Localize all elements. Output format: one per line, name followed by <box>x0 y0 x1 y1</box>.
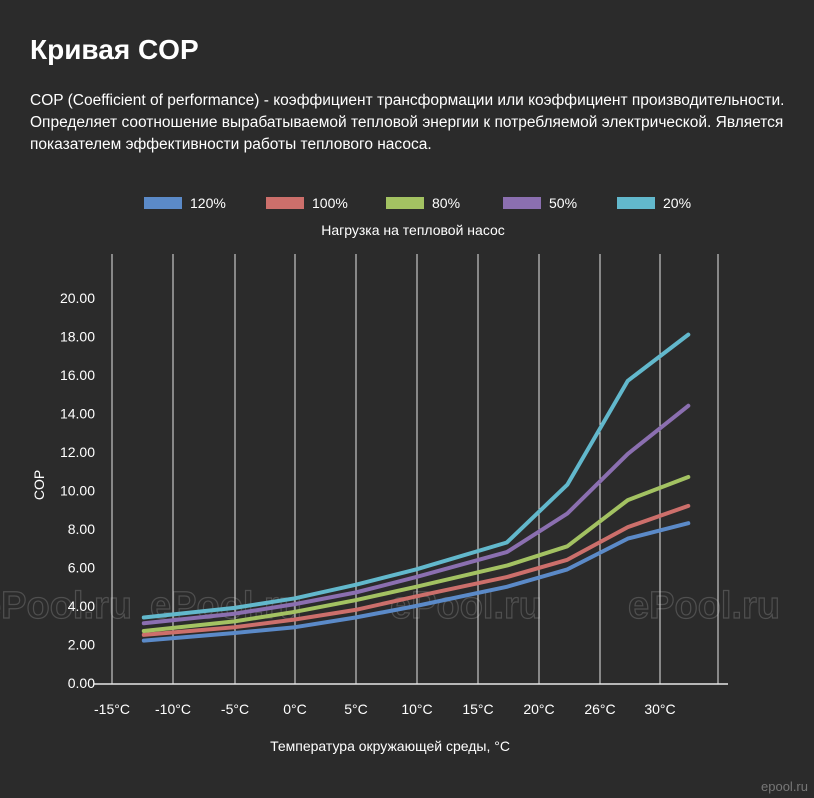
legend-item: 100% <box>266 195 348 211</box>
legend-swatch <box>503 197 541 209</box>
y-axis-title: COP <box>31 470 47 500</box>
legend-swatch <box>386 197 424 209</box>
page-description: COP (Coefficient of performance) - коэфф… <box>30 92 785 153</box>
y-tick-label: 2.00 <box>68 637 95 653</box>
y-tick-label: 4.00 <box>68 598 95 614</box>
x-tick-label: -15°C <box>94 701 130 717</box>
y-tick-label: 20.00 <box>60 290 95 306</box>
chart-title: Нагрузка на тепловой насос <box>321 222 505 238</box>
legend-item: 20% <box>617 195 691 211</box>
legend-label: 100% <box>312 195 348 211</box>
y-axis-ticks: 0.00 2.00 4.00 6.00 8.00 10.00 12.00 14.00 16.00… <box>60 290 95 691</box>
legend-item: 80% <box>386 195 460 211</box>
chart-series <box>141 332 691 643</box>
y-tick-label: 10.00 <box>60 483 95 499</box>
x-tick-label: -5°C <box>221 701 249 717</box>
legend-label: 120% <box>190 195 226 211</box>
y-tick-label: 12.00 <box>60 444 95 460</box>
legend-label: 20% <box>663 195 691 211</box>
y-tick-label: 6.00 <box>68 560 95 576</box>
x-axis-ticks: -15°C -10°C -5°C 0°C 5°C 10°C 15°C 20°C 26°C 30°C <box>94 701 676 717</box>
legend-swatch <box>266 197 304 209</box>
legend-swatch <box>617 197 655 209</box>
y-tick-label: 8.00 <box>68 521 95 537</box>
page-title: Кривая COP <box>30 34 199 65</box>
y-tick-label: 0.00 <box>68 675 95 691</box>
x-tick-label: 0°C <box>283 701 307 717</box>
legend-item: 120% <box>144 195 226 211</box>
series-line-120pct <box>141 521 691 643</box>
series-line-20pct <box>141 332 691 620</box>
x-tick-label: -10°C <box>155 701 191 717</box>
watermark-text: ePool.ru <box>628 585 780 627</box>
x-tick-label: 5°C <box>344 701 368 717</box>
chart-legend: 120% 100% 80% 50% 20% <box>144 195 691 211</box>
x-tick-label: 26°C <box>584 701 615 717</box>
y-tick-label: 16.00 <box>60 367 95 383</box>
series-line-50pct <box>141 403 691 626</box>
x-tick-label: 10°C <box>401 701 432 717</box>
x-tick-label: 30°C <box>644 701 675 717</box>
y-tick-label: 18.00 <box>60 329 95 345</box>
y-tick-label: 14.00 <box>60 406 95 422</box>
legend-label: 80% <box>432 195 460 211</box>
x-tick-label: 20°C <box>523 701 554 717</box>
series-line-100pct <box>141 503 691 637</box>
watermark-text: ePool.ru <box>0 585 132 627</box>
corner-watermark: epool.ru <box>761 779 808 794</box>
x-axis-title: Температура окружающей среды, °C <box>270 738 510 754</box>
x-tick-label: 15°C <box>462 701 493 717</box>
legend-swatch <box>144 197 182 209</box>
legend-label: 50% <box>549 195 577 211</box>
legend-item: 50% <box>503 195 577 211</box>
series-line-80pct <box>141 475 691 633</box>
